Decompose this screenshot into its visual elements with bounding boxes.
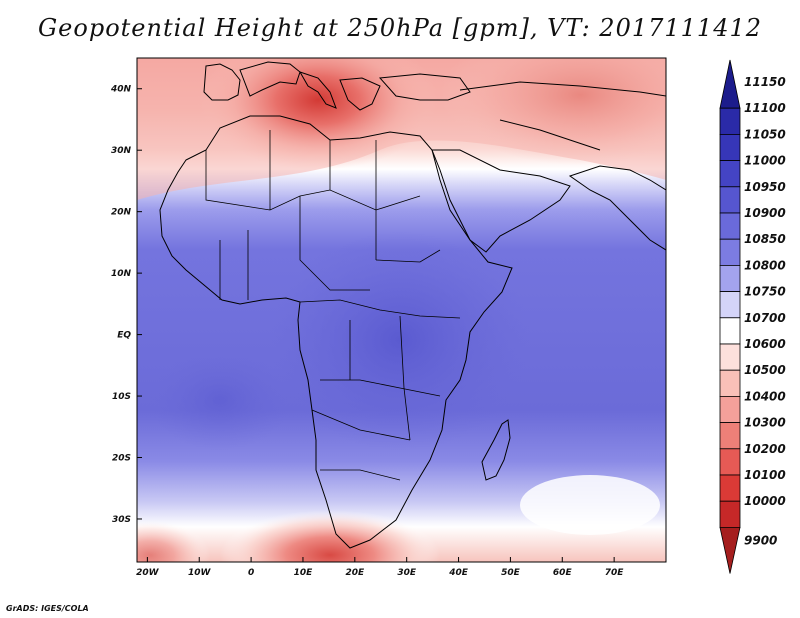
colorbar-swatch [719, 500, 741, 528]
colorbar-swatch [719, 238, 741, 266]
colorbar-swatch [719, 369, 741, 397]
colorbar-label: 11000 [744, 154, 786, 168]
country-borders [205, 130, 461, 481]
colorbar-label: 10100 [744, 468, 786, 482]
colorbar-label: 10950 [744, 180, 786, 194]
persia-border [499, 119, 601, 151]
colorbar-label: 10900 [744, 206, 786, 220]
colorbar-label: 11150 [744, 75, 786, 89]
colorbar-swatch [719, 474, 741, 502]
iberia-outline [203, 63, 241, 101]
lat-tick-label: 20N [111, 208, 132, 218]
colorbar-swatch [719, 317, 741, 345]
colorbar-label: 10400 [744, 389, 786, 403]
colorbar-label: 10200 [744, 442, 786, 456]
lat-axis: 40N 30N 20N 10N EQ 10S 20S 30S [110, 85, 142, 525]
lon-tick-label: 0 [248, 568, 254, 578]
atlantic-high [150, 350, 290, 450]
lat-tick-label: 20S [112, 454, 131, 464]
colorbar-label: 10850 [744, 232, 786, 246]
lon-tick-label: 70E [605, 568, 625, 578]
lat-tick-label: 30S [112, 515, 131, 525]
colorbar-label: 11100 [744, 101, 786, 115]
colorbar-swatch [719, 395, 741, 423]
colorbar-label: 10300 [744, 416, 786, 430]
border-h [311, 409, 411, 441]
madagascar-outline [481, 419, 511, 481]
colorbar-label: 10000 [744, 494, 786, 508]
height-field [137, 58, 666, 562]
lat-tick-label: EQ [117, 331, 131, 341]
colorbar-label: 11050 [744, 127, 786, 141]
colorbar-label: 10750 [744, 285, 786, 299]
grads-credit: GrADS: IGES/COLA [6, 604, 89, 613]
lon-tick-label: 20W [136, 568, 160, 578]
lon-tick-label: 20E [345, 568, 365, 578]
lon-tick-label: 40E [448, 568, 469, 578]
colorbar-label: 10800 [744, 258, 786, 272]
lon-tick-label: 10E [294, 568, 314, 578]
border-e [375, 249, 441, 263]
border-d [299, 196, 370, 291]
india-outline [568, 165, 666, 251]
middle-east-red [440, 58, 666, 165]
lon-tick-label: 30E [397, 568, 417, 578]
colorbar-swatch [719, 527, 741, 574]
africa-outline [159, 115, 513, 549]
colorbar-swatch [719, 133, 741, 161]
italy-outline [298, 71, 337, 109]
border-i [320, 469, 401, 481]
colorbar-swatch [719, 186, 741, 214]
lon-axis: 20W 10W 0 10E 20E 30E 40E 50E 60E 70E [136, 557, 624, 578]
france-outline [239, 61, 301, 97]
colorbar-label: 10700 [744, 311, 786, 325]
lat-tick-label: 10S [112, 392, 131, 402]
colorbar: 11150 11100 11050 11000 10950 10900 10850 10800… [719, 59, 786, 574]
lon-tick-label: 10W [188, 568, 212, 578]
colorbar-swatch [719, 343, 741, 371]
chart-title: Geopotential Height at 250hPa [gpm], VT:… [38, 14, 762, 42]
lat-tick-label: 10N [111, 269, 132, 279]
colorbar-swatch [719, 59, 741, 109]
coastlines [159, 61, 666, 549]
colorbar-swatch [719, 291, 741, 319]
colorbar-swatch [719, 448, 741, 476]
colorbar-swatch [719, 264, 741, 292]
lat-tick-label: 30N [111, 146, 132, 156]
arabia-outline [431, 149, 571, 253]
lon-tick-label: 50E [501, 568, 521, 578]
colorbar-label: 10600 [744, 337, 786, 351]
colorbar-label: 9900 [744, 534, 777, 548]
indian-ocean-ridge [520, 475, 660, 535]
lon-tick-label: 60E [553, 568, 573, 578]
border-k [399, 315, 411, 441]
plot-frame [136, 57, 667, 563]
colorbar-swatch [719, 160, 741, 188]
tropical-high [270, 230, 530, 450]
balkans-outline [339, 77, 381, 111]
anatomia-outline [378, 73, 471, 101]
south-atlantic-low [220, 510, 440, 562]
border-g [320, 379, 441, 397]
colorbar-swatch [719, 107, 741, 135]
colorbar-swatch [719, 422, 741, 450]
colorbar-swatch [719, 212, 741, 240]
southwest-low [137, 520, 210, 562]
colorbar-label: 10500 [744, 363, 786, 377]
border-f [299, 299, 461, 319]
lat-tick-label: 40N [110, 85, 132, 95]
asia-north-coast [459, 81, 666, 97]
mediterranean-low [198, 58, 438, 170]
